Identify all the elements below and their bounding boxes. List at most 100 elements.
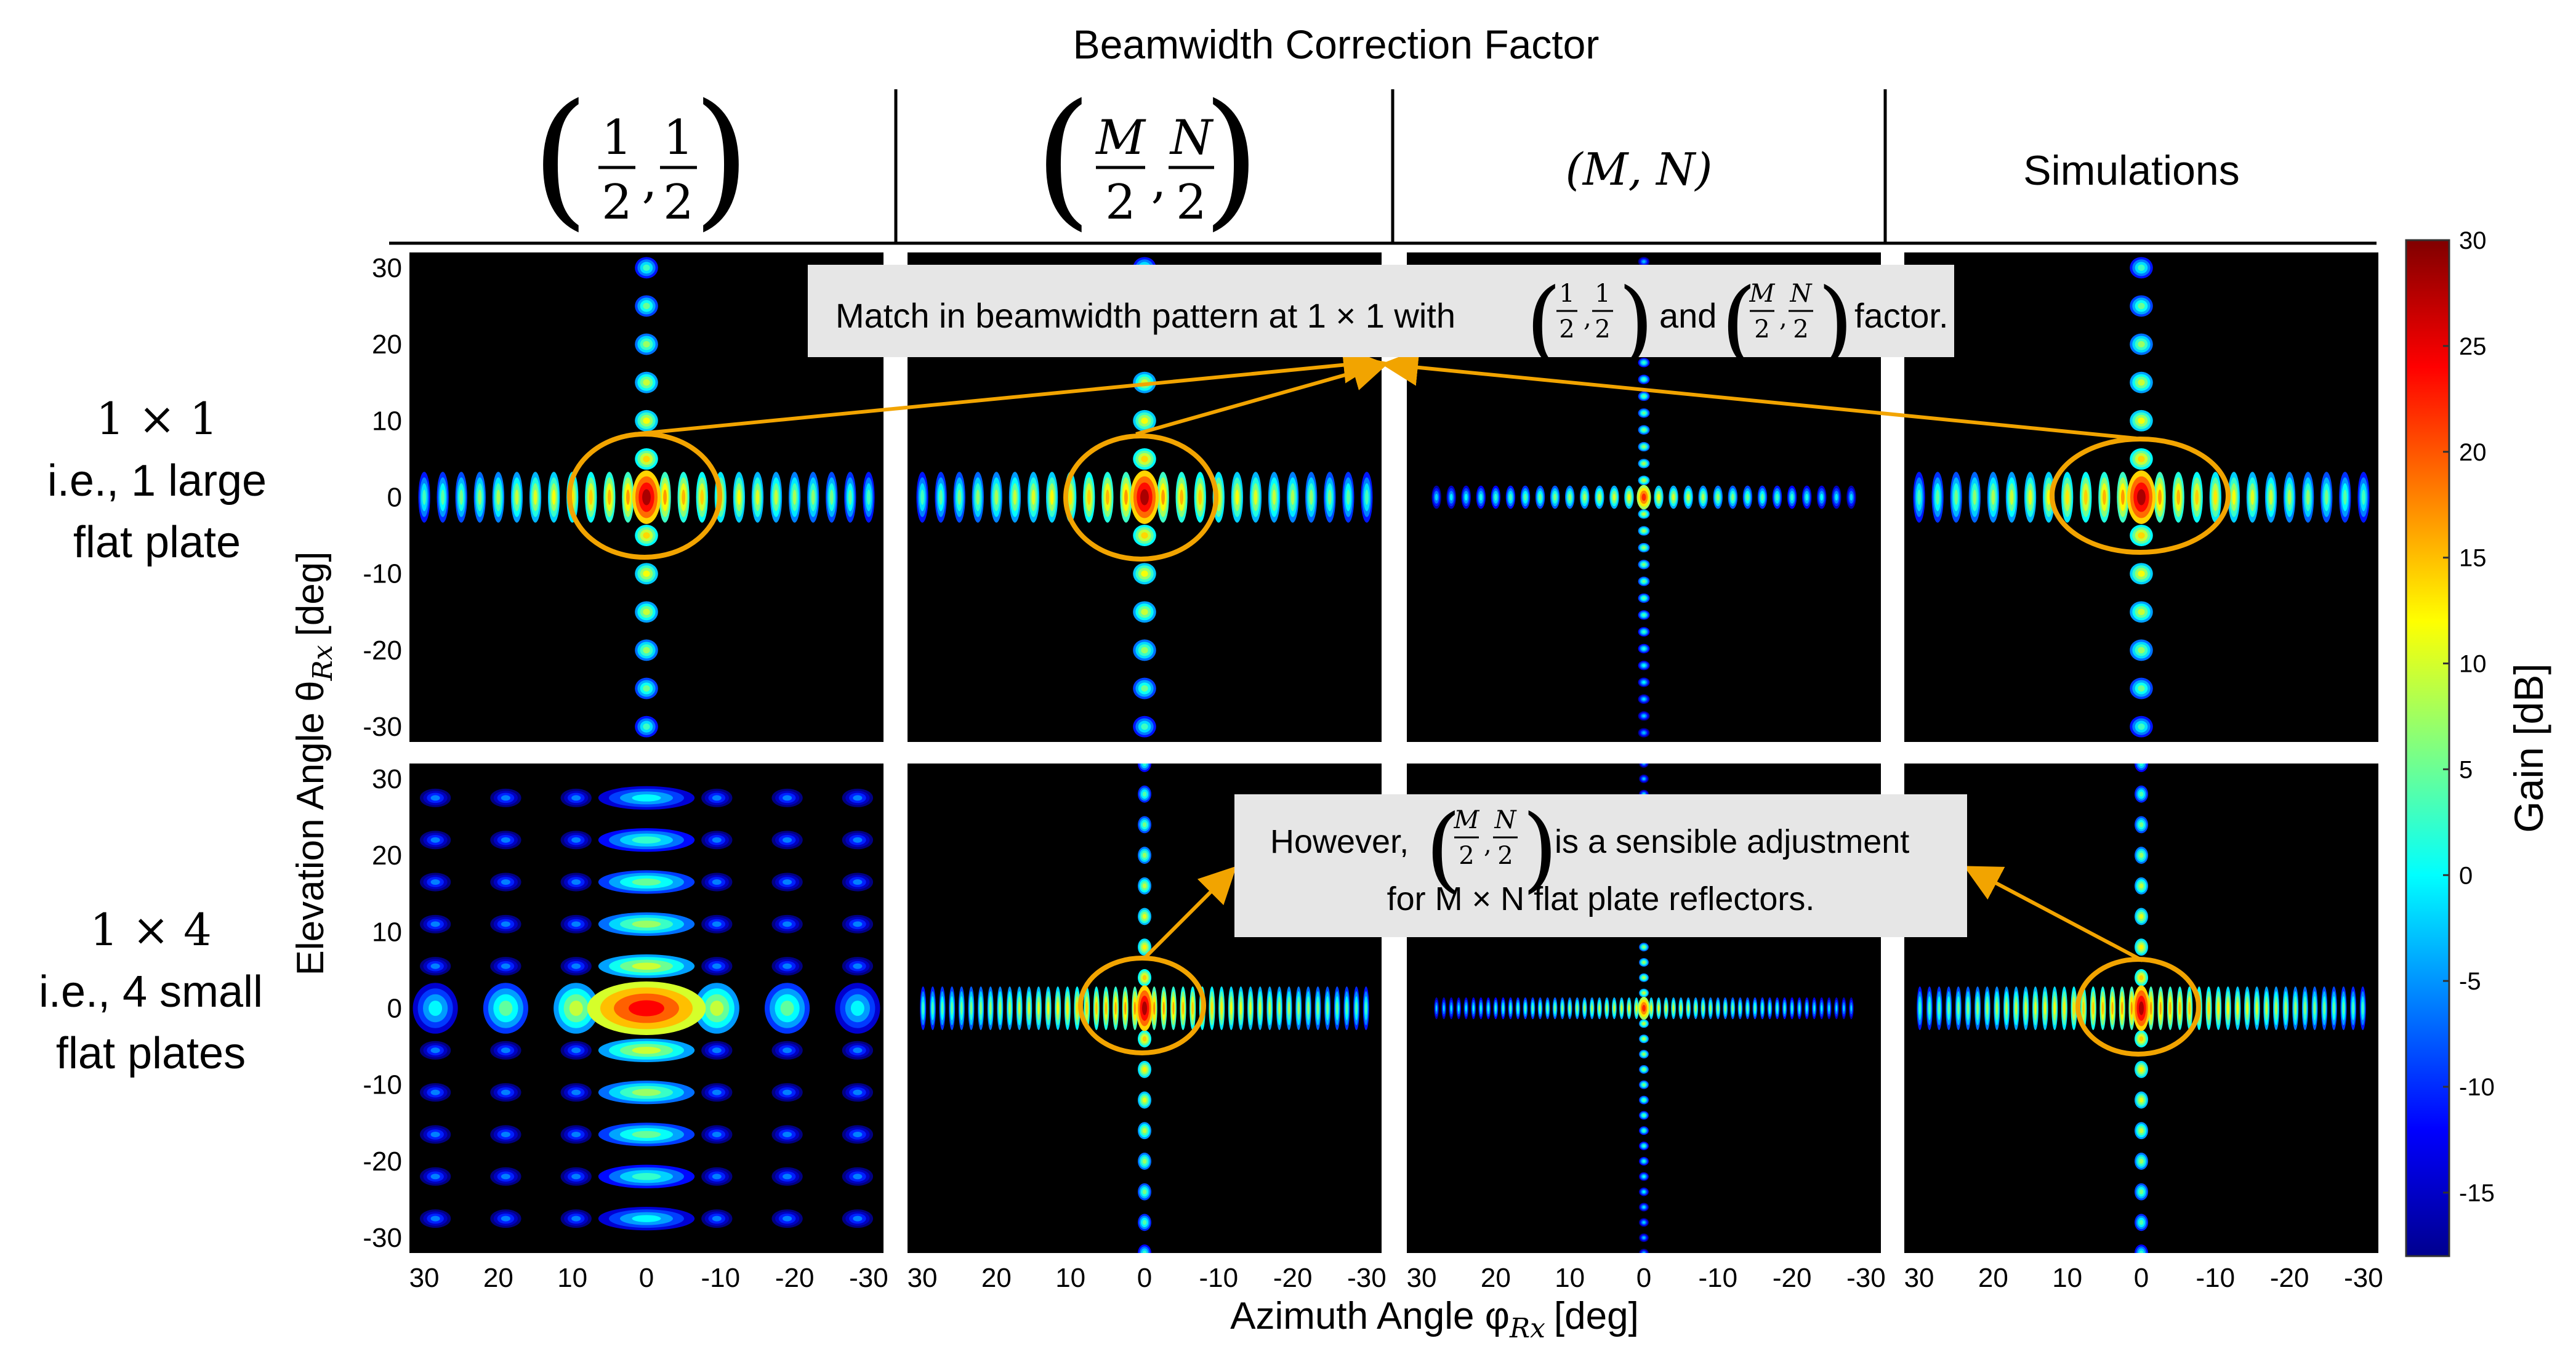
az-sidelobe-core3 bbox=[1191, 1001, 1194, 1015]
az-sidelobe-core3 bbox=[1124, 490, 1128, 505]
x-tick-labels: 30 20 10 0 -10 -20 -30 30 20 10 0 -10 -20 -30 30 20 10 0 -… bbox=[409, 1263, 2383, 1293]
colorbar-tick-label: 10 bbox=[2459, 651, 2487, 678]
az-sidelobe-core3 bbox=[422, 490, 426, 505]
svg-text:,: , bbox=[1151, 153, 1167, 209]
az-sidelobe-core3 bbox=[1672, 1005, 1675, 1012]
y-tick-label: -30 bbox=[363, 712, 402, 742]
az-sidelobe-core3 bbox=[2207, 1001, 2210, 1015]
az-sidelobe-core3 bbox=[1746, 493, 1749, 501]
diag-sidelobe-core3 bbox=[430, 921, 440, 927]
az-sidelobe-core3 bbox=[2323, 1001, 2325, 1015]
el-sidelobe-core3 bbox=[1642, 395, 1646, 398]
el-sidelobe-core3 bbox=[2139, 1250, 2144, 1253]
diag-sidelobe-core3 bbox=[501, 879, 510, 885]
ellipse-r1c3 bbox=[2075, 957, 2201, 1057]
diag-sidelobe-core3 bbox=[712, 795, 722, 801]
diag-sidelobe-core3 bbox=[853, 1089, 863, 1095]
svg-text:(: ( bbox=[1034, 72, 1092, 244]
az-sidelobe-core3 bbox=[1665, 1005, 1667, 1012]
az-sidelobe-core3 bbox=[2314, 1001, 2316, 1015]
az-sidelobe-core3 bbox=[1591, 1005, 1593, 1012]
diag-sidelobe-core3 bbox=[501, 921, 510, 927]
az-sidelobe-core3 bbox=[2352, 1001, 2354, 1015]
az-sidelobe-core3 bbox=[1568, 493, 1571, 501]
az-sidelobe-core3 bbox=[1105, 1001, 1107, 1015]
el-sidelobe-core3 bbox=[2139, 975, 2144, 980]
az-sidelobe-core3 bbox=[2005, 1001, 2008, 1015]
az-sidelobe-core3 bbox=[1057, 1001, 1059, 1015]
frac-num: 1 bbox=[663, 110, 694, 166]
el-sidelobe-core3 bbox=[1642, 529, 1646, 533]
svg-text:(: ( bbox=[531, 72, 589, 244]
svg-text:and: and bbox=[1659, 296, 1717, 335]
el-sidelobe-core3 bbox=[632, 921, 661, 928]
diag-sidelobe-core3 bbox=[712, 1174, 722, 1180]
el-sidelobe-core3 bbox=[2139, 914, 2144, 919]
y-tick-label: 0 bbox=[387, 994, 402, 1024]
el-sidelobe-core3 bbox=[1142, 822, 1147, 828]
colorbar-tick-label: -5 bbox=[2459, 968, 2481, 995]
svg-text:2: 2 bbox=[1559, 315, 1574, 344]
diag-sidelobe-core3 bbox=[571, 921, 581, 927]
diag-sidelobe-core3 bbox=[783, 963, 792, 969]
az-sidelobe-core3 bbox=[1297, 1001, 1300, 1015]
el-sidelobe-core3 bbox=[2139, 1066, 2144, 1073]
az-sidelobe-core3 bbox=[1628, 1005, 1630, 1012]
el-sidelobe-core3 bbox=[643, 340, 650, 348]
az-sidelobe-core3 bbox=[1095, 1001, 1098, 1015]
az-sidelobe-core3 bbox=[710, 1001, 724, 1016]
az-sidelobe-core3 bbox=[1309, 490, 1313, 505]
main-lobe-core3 bbox=[1140, 489, 1149, 506]
svg-text:However,: However, bbox=[1270, 823, 1409, 860]
heatmap-panel-r0c3 bbox=[1904, 252, 2378, 742]
svg-text:2: 2 bbox=[1497, 842, 1513, 870]
el-sidelobe-core3 bbox=[1142, 1250, 1147, 1253]
az-sidelobe-core3 bbox=[1239, 1001, 1242, 1015]
az-sidelobe-core3 bbox=[1524, 493, 1527, 501]
el-sidelobe-core3 bbox=[1141, 608, 1148, 616]
row-label-1x1: 1 × 1 i.e., 1 large flat plate bbox=[47, 393, 267, 567]
diag-sidelobe-core3 bbox=[712, 879, 722, 885]
x-tick-label: -30 bbox=[2344, 1263, 2383, 1293]
az-sidelobe-core3 bbox=[1754, 1005, 1756, 1012]
diag-sidelobe-core3 bbox=[853, 1131, 863, 1137]
el-sidelobe-core3 bbox=[1142, 852, 1147, 858]
az-sidelobe-core3 bbox=[1037, 1001, 1040, 1015]
frac-num: 1 bbox=[602, 110, 632, 166]
el-sidelobe-core3 bbox=[632, 962, 661, 970]
az-sidelobe-core3 bbox=[1657, 493, 1660, 501]
highlight-ellipses bbox=[567, 432, 2231, 1057]
az-sidelobe-core3 bbox=[2188, 1001, 2191, 1015]
az-sidelobe-core3 bbox=[1554, 1005, 1556, 1012]
svg-text:for M × N flat plate reflector: for M × N flat plate reflectors. bbox=[1387, 880, 1815, 917]
az-sidelobe-core3 bbox=[811, 490, 815, 505]
az-sidelobe-core3 bbox=[1288, 1001, 1290, 1015]
el-sidelobe-core3 bbox=[1142, 1128, 1147, 1134]
svg-text:1: 1 bbox=[1559, 280, 1574, 308]
az-sidelobe-core3 bbox=[1502, 1005, 1504, 1012]
az-sidelobe-core3 bbox=[1365, 1001, 1367, 1015]
el-sidelobe-core3 bbox=[1642, 1052, 1646, 1056]
az-sidelobe-core3 bbox=[1495, 1005, 1497, 1012]
x-tick-label: -10 bbox=[2196, 1263, 2236, 1293]
colorbar-tick-labels: 30 25 20 15 10 5 0 -5 -10 -15 bbox=[2443, 227, 2495, 1207]
el-sidelobe-core3 bbox=[643, 379, 650, 386]
diag-sidelobe-core3 bbox=[853, 879, 863, 885]
svg-text:2: 2 bbox=[1595, 315, 1610, 344]
el-sidelobe-core3 bbox=[2138, 532, 2145, 539]
az-sidelobe-core3 bbox=[1761, 493, 1764, 501]
az-sidelobe-core3 bbox=[1355, 1001, 1358, 1015]
diag-sidelobe-core3 bbox=[571, 837, 581, 843]
az-sidelobe-core3 bbox=[1917, 490, 1921, 505]
az-sidelobe-core3 bbox=[2130, 1001, 2133, 1015]
column-label-m-n: (M, N) bbox=[1566, 143, 1713, 195]
az-sidelobe-core3 bbox=[1790, 493, 1793, 501]
el-sidelobe-core3 bbox=[1642, 1068, 1646, 1071]
svg-text:,: , bbox=[1484, 831, 1492, 859]
az-sidelobe-core3 bbox=[980, 1001, 982, 1015]
az-sidelobe-core3 bbox=[1050, 490, 1054, 505]
svg-text:,: , bbox=[642, 153, 658, 209]
az-sidelobe-core3 bbox=[1805, 493, 1808, 501]
az-sidelobe-core3 bbox=[496, 490, 501, 505]
el-sidelobe-core3 bbox=[1642, 377, 1646, 381]
